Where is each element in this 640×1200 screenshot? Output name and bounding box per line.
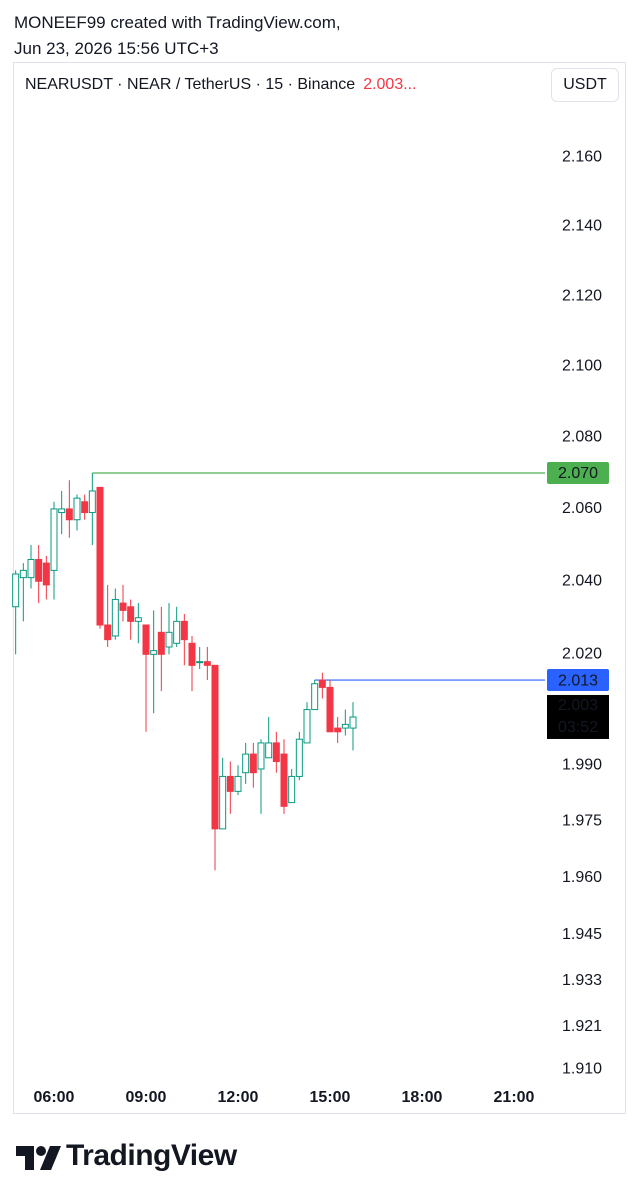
- candle-body: [280, 753, 288, 807]
- candle-body: [73, 497, 81, 521]
- x-tick-label: 09:00: [126, 1089, 167, 1106]
- y-tick-label: 1.945: [562, 926, 602, 943]
- last-price-badge: [547, 694, 609, 739]
- candle-body: [173, 620, 181, 644]
- candle-body: [326, 686, 334, 733]
- candle-body: [318, 679, 326, 688]
- candle-body: [50, 508, 58, 571]
- candle-body: [242, 753, 250, 774]
- x-tick-label: 21:00: [494, 1089, 535, 1106]
- candle-body: [303, 709, 311, 744]
- candle-body: [104, 624, 112, 641]
- y-tick-label: 2.140: [562, 218, 602, 235]
- candle-body: [219, 775, 227, 830]
- y-tick-label: 1.960: [562, 869, 602, 886]
- x-tick-label: 15:00: [310, 1089, 351, 1106]
- y-tick-label: 1.975: [562, 813, 602, 830]
- last-price-label: 2.003: [558, 697, 598, 714]
- symbol-legend: NEARUSDT · NEAR / TetherUS · 15 · Binanc…: [25, 76, 417, 94]
- candle-body: [180, 620, 188, 641]
- countdown-label: 03:52: [558, 719, 598, 736]
- author-line: MONEEF99 created with TradingView.com,: [14, 13, 341, 32]
- y-tick-label: 2.060: [562, 500, 602, 517]
- y-tick-label: 2.120: [562, 287, 602, 304]
- candle-body: [127, 606, 135, 622]
- candle-body: [65, 508, 73, 521]
- y-tick-label: 1.910: [562, 1061, 602, 1078]
- candle-body: [257, 742, 265, 770]
- candle-body: [150, 650, 158, 655]
- candle-body: [35, 558, 43, 582]
- y-tick-label: 1.921: [562, 1018, 602, 1035]
- candle-body: [249, 753, 257, 774]
- header: MONEEF99 created with TradingView.com, J…: [14, 10, 341, 62]
- logo-icon: [16, 1146, 61, 1170]
- price-line-label: 2.013: [558, 672, 598, 689]
- candle-body: [295, 738, 303, 777]
- candle-body: [19, 569, 27, 579]
- candle-body: [96, 486, 104, 626]
- candle-body: [119, 602, 127, 611]
- x-tick-label: 18:00: [402, 1089, 443, 1106]
- candle-body: [288, 775, 296, 804]
- price-line-badge: [547, 669, 609, 692]
- date-line: Jun 23, 2026 15:56 UTC+3: [14, 39, 219, 58]
- candle-body: [211, 664, 219, 830]
- candle-body: [27, 558, 35, 579]
- candle-body: [226, 775, 234, 792]
- candle-body: [81, 501, 89, 514]
- y-tick-label: 1.933: [562, 972, 602, 989]
- candle-body: [349, 716, 357, 729]
- y-tick-label: 2.080: [562, 429, 602, 446]
- candle-body: [12, 573, 20, 608]
- brand: TradingView: [66, 1139, 237, 1172]
- candle-body: [196, 661, 204, 664]
- candle-body: [341, 723, 349, 729]
- candle-body: [165, 631, 173, 648]
- x-tick-label: 06:00: [34, 1089, 75, 1106]
- candle-body: [272, 742, 280, 763]
- candle-body: [157, 631, 165, 655]
- price-line-badge: [547, 462, 609, 485]
- candle-body: [134, 617, 142, 622]
- y-tick-label: 1.990: [562, 756, 602, 773]
- y-tick-label: 2.160: [562, 149, 602, 166]
- candle-body: [311, 683, 319, 711]
- symbol-label: NEARUSDT · NEAR / TetherUS · 15 · Binanc…: [25, 76, 356, 93]
- candle-body: [58, 508, 66, 514]
- y-tick-label: 2.040: [562, 572, 602, 589]
- candle-body: [188, 642, 196, 666]
- candle-body: [88, 490, 96, 514]
- last-price-text: 2.003...: [363, 76, 417, 93]
- candle-body: [111, 598, 119, 637]
- x-tick-label: 12:00: [218, 1089, 259, 1106]
- candle-body: [265, 742, 273, 759]
- candle-body: [334, 727, 342, 733]
- candle-body: [42, 562, 50, 586]
- y-tick-label: 2.020: [562, 646, 602, 663]
- price-line-label: 2.070: [558, 465, 598, 482]
- y-tick-label: 2.100: [562, 358, 602, 375]
- currency-button[interactable]: USDT: [551, 68, 619, 102]
- candle-body: [142, 624, 150, 655]
- candle-body: [234, 775, 242, 792]
- candle-body: [203, 661, 211, 666]
